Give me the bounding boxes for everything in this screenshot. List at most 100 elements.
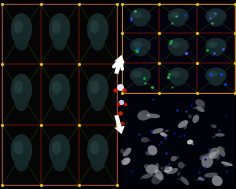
Ellipse shape	[223, 165, 230, 167]
Ellipse shape	[11, 134, 32, 166]
Ellipse shape	[169, 168, 178, 174]
Ellipse shape	[208, 12, 218, 18]
Ellipse shape	[133, 12, 142, 18]
Ellipse shape	[133, 41, 142, 48]
Ellipse shape	[52, 150, 67, 172]
Ellipse shape	[155, 163, 159, 173]
Ellipse shape	[14, 81, 23, 94]
Ellipse shape	[52, 90, 67, 111]
Ellipse shape	[160, 166, 164, 169]
Ellipse shape	[215, 154, 220, 160]
Ellipse shape	[133, 16, 148, 27]
Ellipse shape	[178, 120, 188, 128]
Ellipse shape	[11, 74, 32, 105]
Ellipse shape	[221, 161, 233, 166]
Ellipse shape	[155, 170, 164, 180]
Ellipse shape	[193, 107, 198, 109]
Ellipse shape	[49, 74, 70, 105]
Ellipse shape	[168, 38, 189, 53]
Ellipse shape	[212, 136, 216, 138]
Ellipse shape	[214, 175, 220, 180]
Ellipse shape	[200, 105, 205, 108]
Ellipse shape	[171, 156, 177, 161]
Ellipse shape	[142, 110, 148, 115]
Ellipse shape	[201, 156, 213, 168]
Ellipse shape	[141, 137, 149, 143]
Ellipse shape	[90, 81, 99, 94]
Ellipse shape	[152, 174, 163, 184]
Ellipse shape	[52, 81, 61, 94]
Ellipse shape	[170, 12, 180, 18]
Ellipse shape	[14, 141, 23, 154]
Ellipse shape	[151, 178, 156, 184]
Ellipse shape	[204, 173, 209, 177]
Bar	[122, 4, 235, 93]
Ellipse shape	[206, 9, 226, 24]
Ellipse shape	[192, 115, 199, 123]
Ellipse shape	[183, 164, 186, 167]
Ellipse shape	[209, 152, 216, 158]
Ellipse shape	[206, 68, 226, 83]
Ellipse shape	[216, 151, 219, 154]
Ellipse shape	[168, 68, 189, 83]
Ellipse shape	[144, 164, 150, 169]
Ellipse shape	[148, 145, 157, 155]
Ellipse shape	[164, 166, 170, 171]
Ellipse shape	[176, 156, 179, 159]
Ellipse shape	[52, 141, 61, 154]
Ellipse shape	[130, 38, 151, 53]
Ellipse shape	[171, 76, 185, 86]
Ellipse shape	[152, 128, 164, 134]
Ellipse shape	[133, 46, 148, 56]
Ellipse shape	[121, 160, 125, 164]
Ellipse shape	[164, 167, 173, 173]
Ellipse shape	[161, 131, 165, 136]
Ellipse shape	[140, 176, 144, 180]
Ellipse shape	[142, 173, 152, 179]
Ellipse shape	[90, 141, 99, 154]
Ellipse shape	[199, 155, 203, 160]
Ellipse shape	[200, 153, 211, 161]
Ellipse shape	[219, 146, 225, 150]
Ellipse shape	[206, 38, 226, 53]
Bar	[2, 4, 117, 185]
Ellipse shape	[130, 9, 151, 24]
Ellipse shape	[196, 106, 205, 112]
Ellipse shape	[210, 124, 213, 126]
Ellipse shape	[171, 16, 185, 27]
Ellipse shape	[165, 130, 169, 132]
Ellipse shape	[208, 71, 218, 77]
Ellipse shape	[90, 20, 99, 33]
Ellipse shape	[52, 20, 61, 33]
Ellipse shape	[188, 114, 192, 119]
Ellipse shape	[160, 132, 167, 137]
Ellipse shape	[161, 168, 164, 172]
Ellipse shape	[178, 178, 184, 181]
Ellipse shape	[208, 41, 218, 48]
Ellipse shape	[191, 143, 194, 145]
Ellipse shape	[197, 179, 200, 181]
Ellipse shape	[120, 149, 123, 153]
Ellipse shape	[14, 20, 23, 33]
Ellipse shape	[14, 150, 29, 172]
Ellipse shape	[209, 46, 223, 56]
Ellipse shape	[170, 71, 180, 77]
Ellipse shape	[145, 151, 151, 156]
Ellipse shape	[211, 125, 217, 128]
Ellipse shape	[147, 139, 151, 142]
Ellipse shape	[90, 29, 105, 51]
Ellipse shape	[130, 68, 151, 83]
Ellipse shape	[90, 90, 105, 111]
FancyArrow shape	[114, 55, 125, 74]
Ellipse shape	[147, 116, 153, 119]
Ellipse shape	[147, 114, 160, 118]
Ellipse shape	[90, 150, 105, 172]
Ellipse shape	[52, 29, 67, 51]
Ellipse shape	[207, 158, 213, 164]
Ellipse shape	[205, 173, 218, 177]
Bar	[122, 95, 235, 185]
Ellipse shape	[177, 172, 181, 176]
Ellipse shape	[198, 177, 205, 181]
Ellipse shape	[122, 157, 131, 165]
Ellipse shape	[49, 134, 70, 166]
